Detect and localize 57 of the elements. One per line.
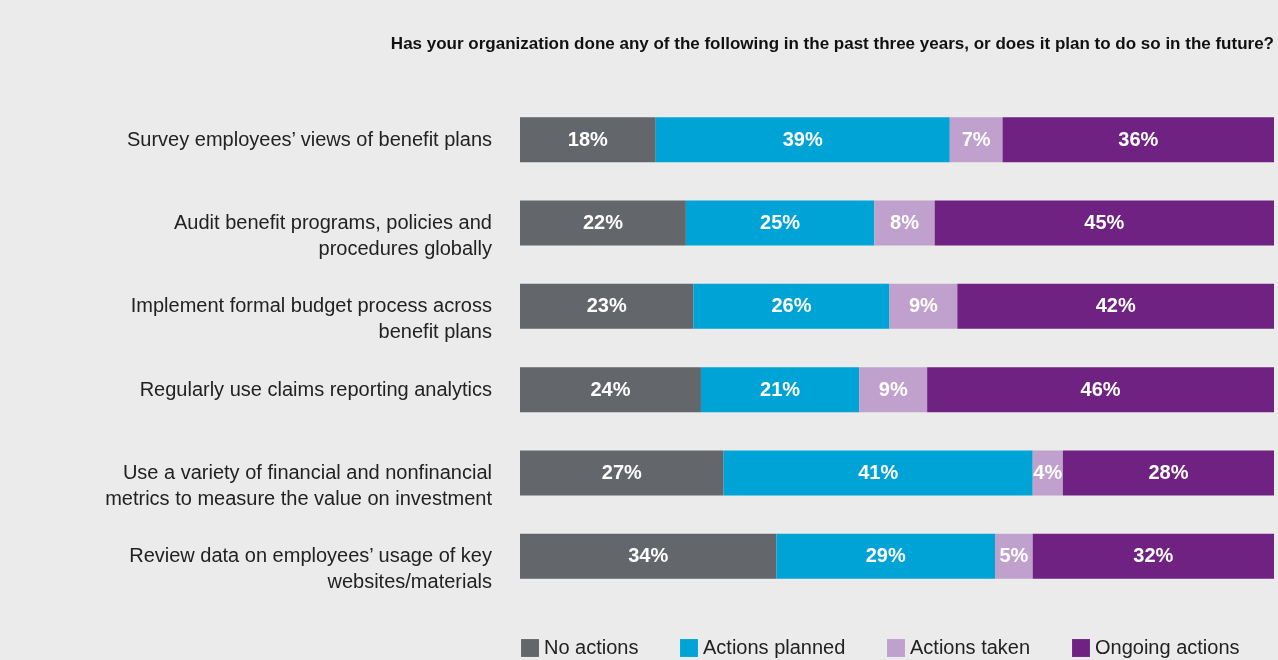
bar xyxy=(874,200,935,246)
data-label: 8% xyxy=(890,211,920,233)
bar xyxy=(693,283,890,329)
bar xyxy=(655,117,950,163)
data-label: 29% xyxy=(865,544,906,567)
bar xyxy=(1032,533,1274,579)
data-label: 41% xyxy=(858,461,899,483)
data-label: 4% xyxy=(1033,461,1063,483)
data-label: 22% xyxy=(582,211,624,233)
data-label: 28% xyxy=(1148,461,1189,483)
legend-label: Actions taken xyxy=(910,636,1031,658)
bar xyxy=(934,200,1274,246)
bar xyxy=(520,117,656,163)
y-tick-label: Use a variety of financial and nonfinancial metrics to measure the value on investment xyxy=(105,461,493,509)
data-label: 34% xyxy=(628,544,669,567)
data-label: 42% xyxy=(1095,294,1136,317)
bar xyxy=(859,367,928,413)
bar xyxy=(927,367,1274,413)
legend-label: Actions planned xyxy=(703,636,846,658)
y-tick-label: Implement formal budget process across benefit plans xyxy=(130,294,492,343)
data-label: 36% xyxy=(1118,127,1159,150)
bar xyxy=(700,367,860,413)
data-label: 27% xyxy=(601,461,643,483)
chart-title: Has your organization done any of the following in the past three years, or does it plan to do so in the future? xyxy=(390,34,1274,53)
y-tick-label: Regularly use claims reporting analytics xyxy=(139,377,492,400)
data-label: 26% xyxy=(771,294,812,317)
data-label: 9% xyxy=(908,294,939,317)
bar xyxy=(520,450,724,496)
y-tick-label: Survey employees’ views of benefit plans xyxy=(127,127,492,150)
legend-label: No actions xyxy=(544,636,639,658)
data-label: 46% xyxy=(1080,377,1121,400)
bar xyxy=(776,533,996,579)
data-label: 21% xyxy=(760,377,801,400)
data-label: 45% xyxy=(1084,211,1125,233)
bar xyxy=(520,367,701,413)
y-tick-label: Review data on employees’ usage of key websites/materials xyxy=(129,544,492,593)
data-label: 24% xyxy=(590,377,631,400)
bar xyxy=(520,200,686,246)
data-label: 32% xyxy=(1133,544,1174,567)
data-label: 7% xyxy=(961,127,991,150)
y-tick-label: Audit benefit programs, policies and procedures globally xyxy=(174,211,492,259)
data-label: 23% xyxy=(586,294,627,317)
bar xyxy=(949,117,1003,163)
data-label: 18% xyxy=(567,127,609,150)
bar xyxy=(1002,117,1274,163)
bar xyxy=(723,450,1033,496)
legend-label: Ongoing actions xyxy=(1095,636,1240,658)
data-label: 39% xyxy=(782,127,823,150)
data-label: 25% xyxy=(760,211,801,233)
bar xyxy=(889,283,958,329)
bar xyxy=(685,200,875,246)
bar xyxy=(520,283,694,329)
bar xyxy=(957,283,1274,329)
bar xyxy=(1062,450,1274,496)
bar xyxy=(520,533,777,579)
data-label: 9% xyxy=(878,377,908,400)
data-label: 5% xyxy=(999,544,1029,567)
